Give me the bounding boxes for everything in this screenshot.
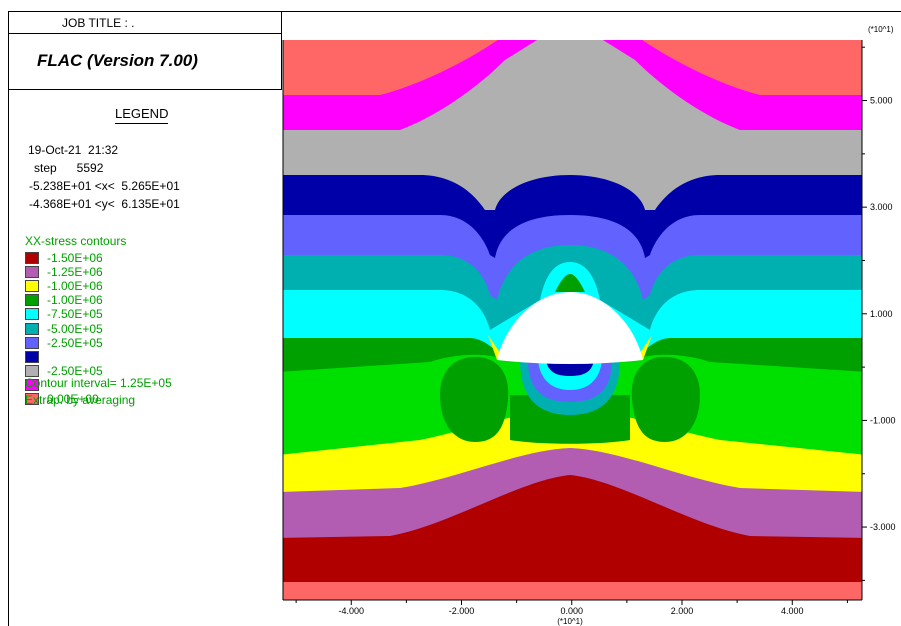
y-tick-label: 1.000: [870, 309, 893, 319]
legend-date-time: 19-Oct-21 21:32: [28, 143, 119, 157]
legend-swatch: [25, 294, 39, 307]
legend-label: -1.00E+06: [47, 279, 103, 294]
contour-title: XX-stress contours: [25, 234, 127, 248]
legend-item: [25, 378, 103, 392]
lobe-left: [440, 356, 509, 442]
band-red: [283, 475, 862, 600]
legend-item: -1.00E+06: [25, 293, 103, 307]
legend-item: -7.50E+05: [25, 307, 103, 321]
y-tick-label: 3.000: [870, 202, 893, 212]
frame-left-border: [8, 11, 9, 626]
legend-y-range: -4.368E+01 <y< 6.135E+01: [29, 197, 180, 211]
excavation-opening: [497, 292, 643, 364]
legend-swatch: [25, 350, 39, 363]
legend-item: 0.00E+00: [25, 392, 103, 406]
contour-fill-group: [283, 40, 862, 600]
legend-swatch: [25, 308, 39, 321]
legend-label: -5.00E+05: [47, 321, 103, 336]
legend-swatch: [25, 336, 39, 349]
legend-label: -2.50E+05: [47, 335, 103, 350]
x-tick-label: -4.000: [338, 606, 364, 616]
title-divider: [8, 33, 281, 34]
legend-swatch: [25, 266, 39, 279]
extrap-note: Extrap. by averaging: [25, 393, 136, 407]
contour-interval: Contour interval= 1.25E+05: [25, 376, 172, 390]
frame-top-border: [8, 11, 901, 12]
legend-list: -1.50E+06 -1.25E+06 -1.00E+06 -1.00E+06 -7.5…: [25, 251, 103, 406]
legend-label: -1.50E+06: [47, 251, 103, 266]
legend-swatch: [25, 378, 39, 391]
legend-label: -2.50E+05: [47, 363, 103, 378]
legend-item: -5.00E+05: [25, 321, 103, 336]
header-vertical-divider: [281, 11, 282, 90]
x-tick-label: 4.000: [781, 606, 804, 616]
lobe-right: [631, 356, 700, 442]
ring-navy: [546, 360, 594, 376]
y-tick-label: -3.000: [870, 522, 896, 532]
x-tick-label: 0.000: [560, 606, 583, 616]
legend-label: -7.50E+05: [47, 307, 103, 322]
legend-label: -1.25E+06: [47, 265, 103, 280]
x-multiplier-label: (*10^1): [557, 617, 583, 626]
header-divider: [8, 89, 281, 90]
job-title: JOB TITLE : .: [62, 16, 135, 30]
y-tick-label: -1.000: [870, 415, 896, 425]
tip-green: [555, 274, 585, 292]
legend-swatch: [25, 364, 39, 377]
legend-label: 0.00E+00: [47, 391, 99, 406]
legend-swatch: [25, 252, 39, 265]
x-tick-label: -2.000: [449, 606, 475, 616]
legend-step: step 5592: [34, 161, 104, 175]
legend-swatch: [25, 280, 39, 293]
y-multiplier-label: (*10^1): [868, 25, 894, 34]
legend-swatch: [25, 392, 39, 405]
legend-swatch: [25, 322, 39, 335]
legend-x-range: -5.238E+01 <x< 5.265E+01: [29, 179, 180, 193]
legend-item: -1.50E+06: [25, 251, 103, 265]
legend-item: -2.50E+05: [25, 364, 103, 378]
legend-label: -1.00E+06: [47, 293, 103, 308]
band-salmon-bottom: [283, 582, 862, 600]
legend-item: -2.50E+05: [25, 336, 103, 350]
y-tick-label: 5.000: [870, 96, 893, 106]
legend-item: [25, 350, 103, 364]
x-tick-label: 2.000: [671, 606, 694, 616]
legend-item: -1.25E+06: [25, 265, 103, 279]
app-title: FLAC (Version 7.00): [37, 51, 198, 70]
legend-title: LEGEND: [115, 106, 169, 124]
legend-item: -1.00E+06: [25, 279, 103, 293]
